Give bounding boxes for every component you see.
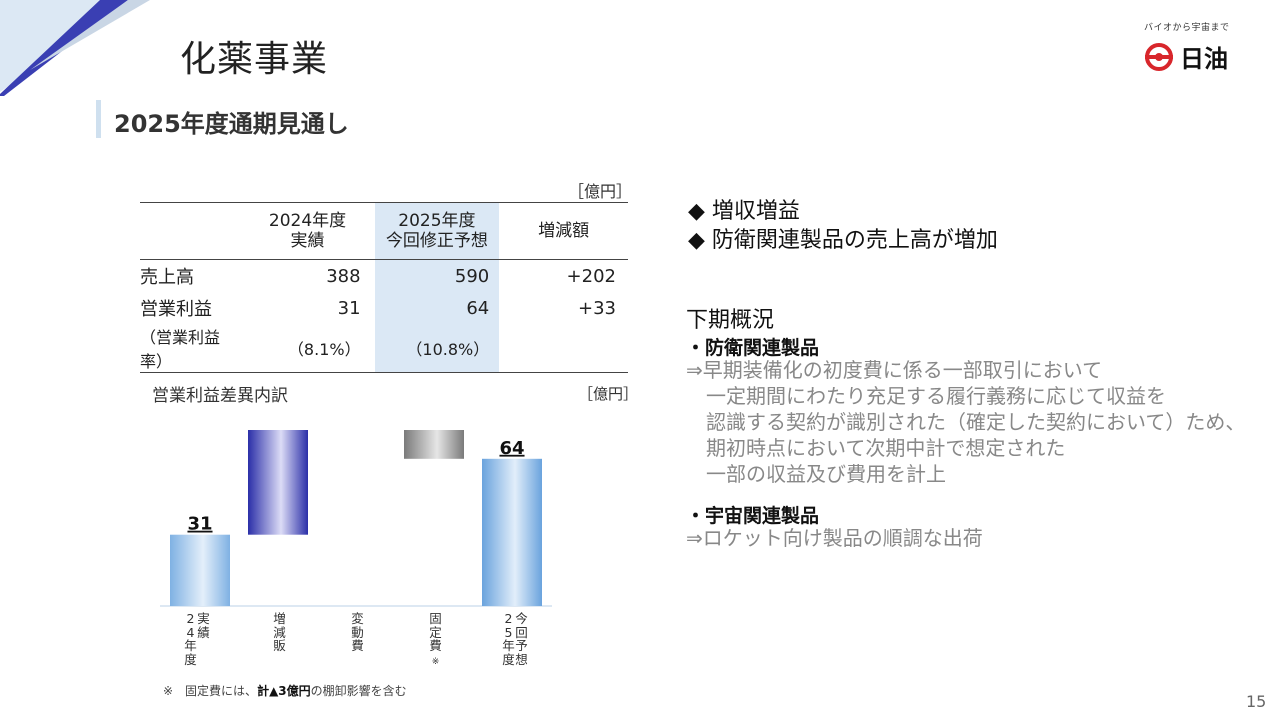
bullet-item: ◆ 増収増益 <box>688 199 800 224</box>
subheading-space: ・宇宙関連製品 <box>686 505 820 527</box>
cell-diff <box>499 324 628 373</box>
waterfall-bar <box>482 458 542 606</box>
cell-2025: （10.8%） <box>374 324 500 373</box>
subheading-defense: ・防衛関連製品 <box>686 337 820 359</box>
waterfall-data-label: 31 <box>187 514 212 535</box>
xlabel-sales-change: 増減販 <box>273 611 286 653</box>
bullet-item: ◆ 防衛関連製品の売上高が増加 <box>688 228 998 253</box>
defense-description: ⇒早期装備化の初度費に係る一部取引において 一定期間にわたり充足する履行義務に応… <box>686 357 1245 487</box>
xlabel-24-actual: 2 4 年度実績 <box>184 611 210 667</box>
space-description: ⇒ロケット向け製品の順調な出荷 <box>686 526 983 550</box>
logo-name: 日油 <box>1180 45 1228 73</box>
table-header-row: 2024年度 実績 2025年度 今回修正予想 増減額 <box>140 202 628 260</box>
row-label: 営業利益 <box>140 299 212 320</box>
footnote-bold: 計▲3億円 <box>257 684 311 698</box>
text-line: 一定期間にわたり充足する履行義務に応じて収益を <box>686 384 1166 408</box>
cell-2025: 590 <box>374 259 500 292</box>
header-2025-line2: 今回修正予想 <box>385 231 488 251</box>
cell-2024: 388 <box>326 265 361 287</box>
footnote-suffix: の棚卸影響を含む <box>310 684 407 698</box>
waterfall-bar <box>248 430 308 535</box>
cell-2025: 64 <box>374 292 500 324</box>
header-empty <box>140 203 241 260</box>
table-row: （営業利益率） （8.1%） （10.8%） <box>140 324 628 373</box>
waterfall-bar <box>404 430 464 459</box>
text-line: ⇒早期装備化の初度費に係る一部取引において <box>686 358 1103 382</box>
xlabel-variable-cost: 変動費 <box>351 611 364 653</box>
table-row: 売上高 388 590 +202 <box>140 259 628 292</box>
company-logo: バイオから宇宙まで 日油 <box>1144 20 1254 74</box>
row-label: 売上高 <box>140 267 194 288</box>
nof-logo-icon <box>1145 42 1173 71</box>
header-2024-line1: 2024年度 <box>268 211 347 231</box>
table-row: 営業利益 31 64 +33 <box>140 292 628 324</box>
header-2025-line1: 2025年度 <box>398 211 476 231</box>
header-2024: 2024年度 実績 <box>241 203 375 260</box>
waterfall-bar <box>170 534 230 606</box>
text-line: 認識する契約が識別された（確定した契約において）ため、 <box>686 410 1246 434</box>
xlabel-fixed-cost: 固定費 ※ <box>429 611 442 667</box>
row-label: （営業利益率） <box>140 328 221 371</box>
subtitle-accent-bar <box>96 100 101 138</box>
header-diff: 増減額 <box>538 221 590 241</box>
logo-tagline: バイオから宇宙まで <box>1144 23 1230 33</box>
text-line: 期初時点において次期中計で想定された <box>686 436 1066 460</box>
financial-table: 2024年度 実績 2025年度 今回修正予想 増減額 売上高 388 590 +2… <box>140 202 628 373</box>
cell-diff: +202 <box>566 265 616 287</box>
waterfall-title: 営業利益差異内訳 <box>152 386 288 406</box>
waterfall-unit: ［億円］ <box>578 385 639 403</box>
section-subtitle: 2025年度通期見通し <box>114 110 349 138</box>
page-title: 化薬事業 <box>180 39 329 80</box>
cell-2024: （8.1%） <box>287 340 361 359</box>
summary-bullets: ◆ 増収増益 ◆ 防衛関連製品の売上高が増加 <box>688 197 998 255</box>
section-heading: 下期概況 <box>686 308 775 333</box>
text-line: 一部の収益及び費用を計上 <box>686 462 946 486</box>
waterfall-data-label: 64 <box>499 438 524 459</box>
header-2025: 2025年度 今回修正予想 <box>374 202 500 260</box>
waterfall-chart: 31+56▲2▲2164 <box>160 430 552 607</box>
page-number: 15 <box>1246 692 1267 711</box>
header-2024-line2: 実績 <box>290 231 325 251</box>
footnote-prefix: ※ 固定費には、 <box>163 684 258 698</box>
corner-decoration <box>0 0 150 96</box>
xlabel-25-forecast: 2 5 年度今回予想 <box>502 611 528 667</box>
footnote: ※ 固定費には、計▲3億円の棚卸影響を含む <box>163 682 407 699</box>
cell-2024: 31 <box>337 297 361 319</box>
cell-diff: +33 <box>578 297 616 319</box>
table-unit: ［億円］ <box>568 182 633 201</box>
